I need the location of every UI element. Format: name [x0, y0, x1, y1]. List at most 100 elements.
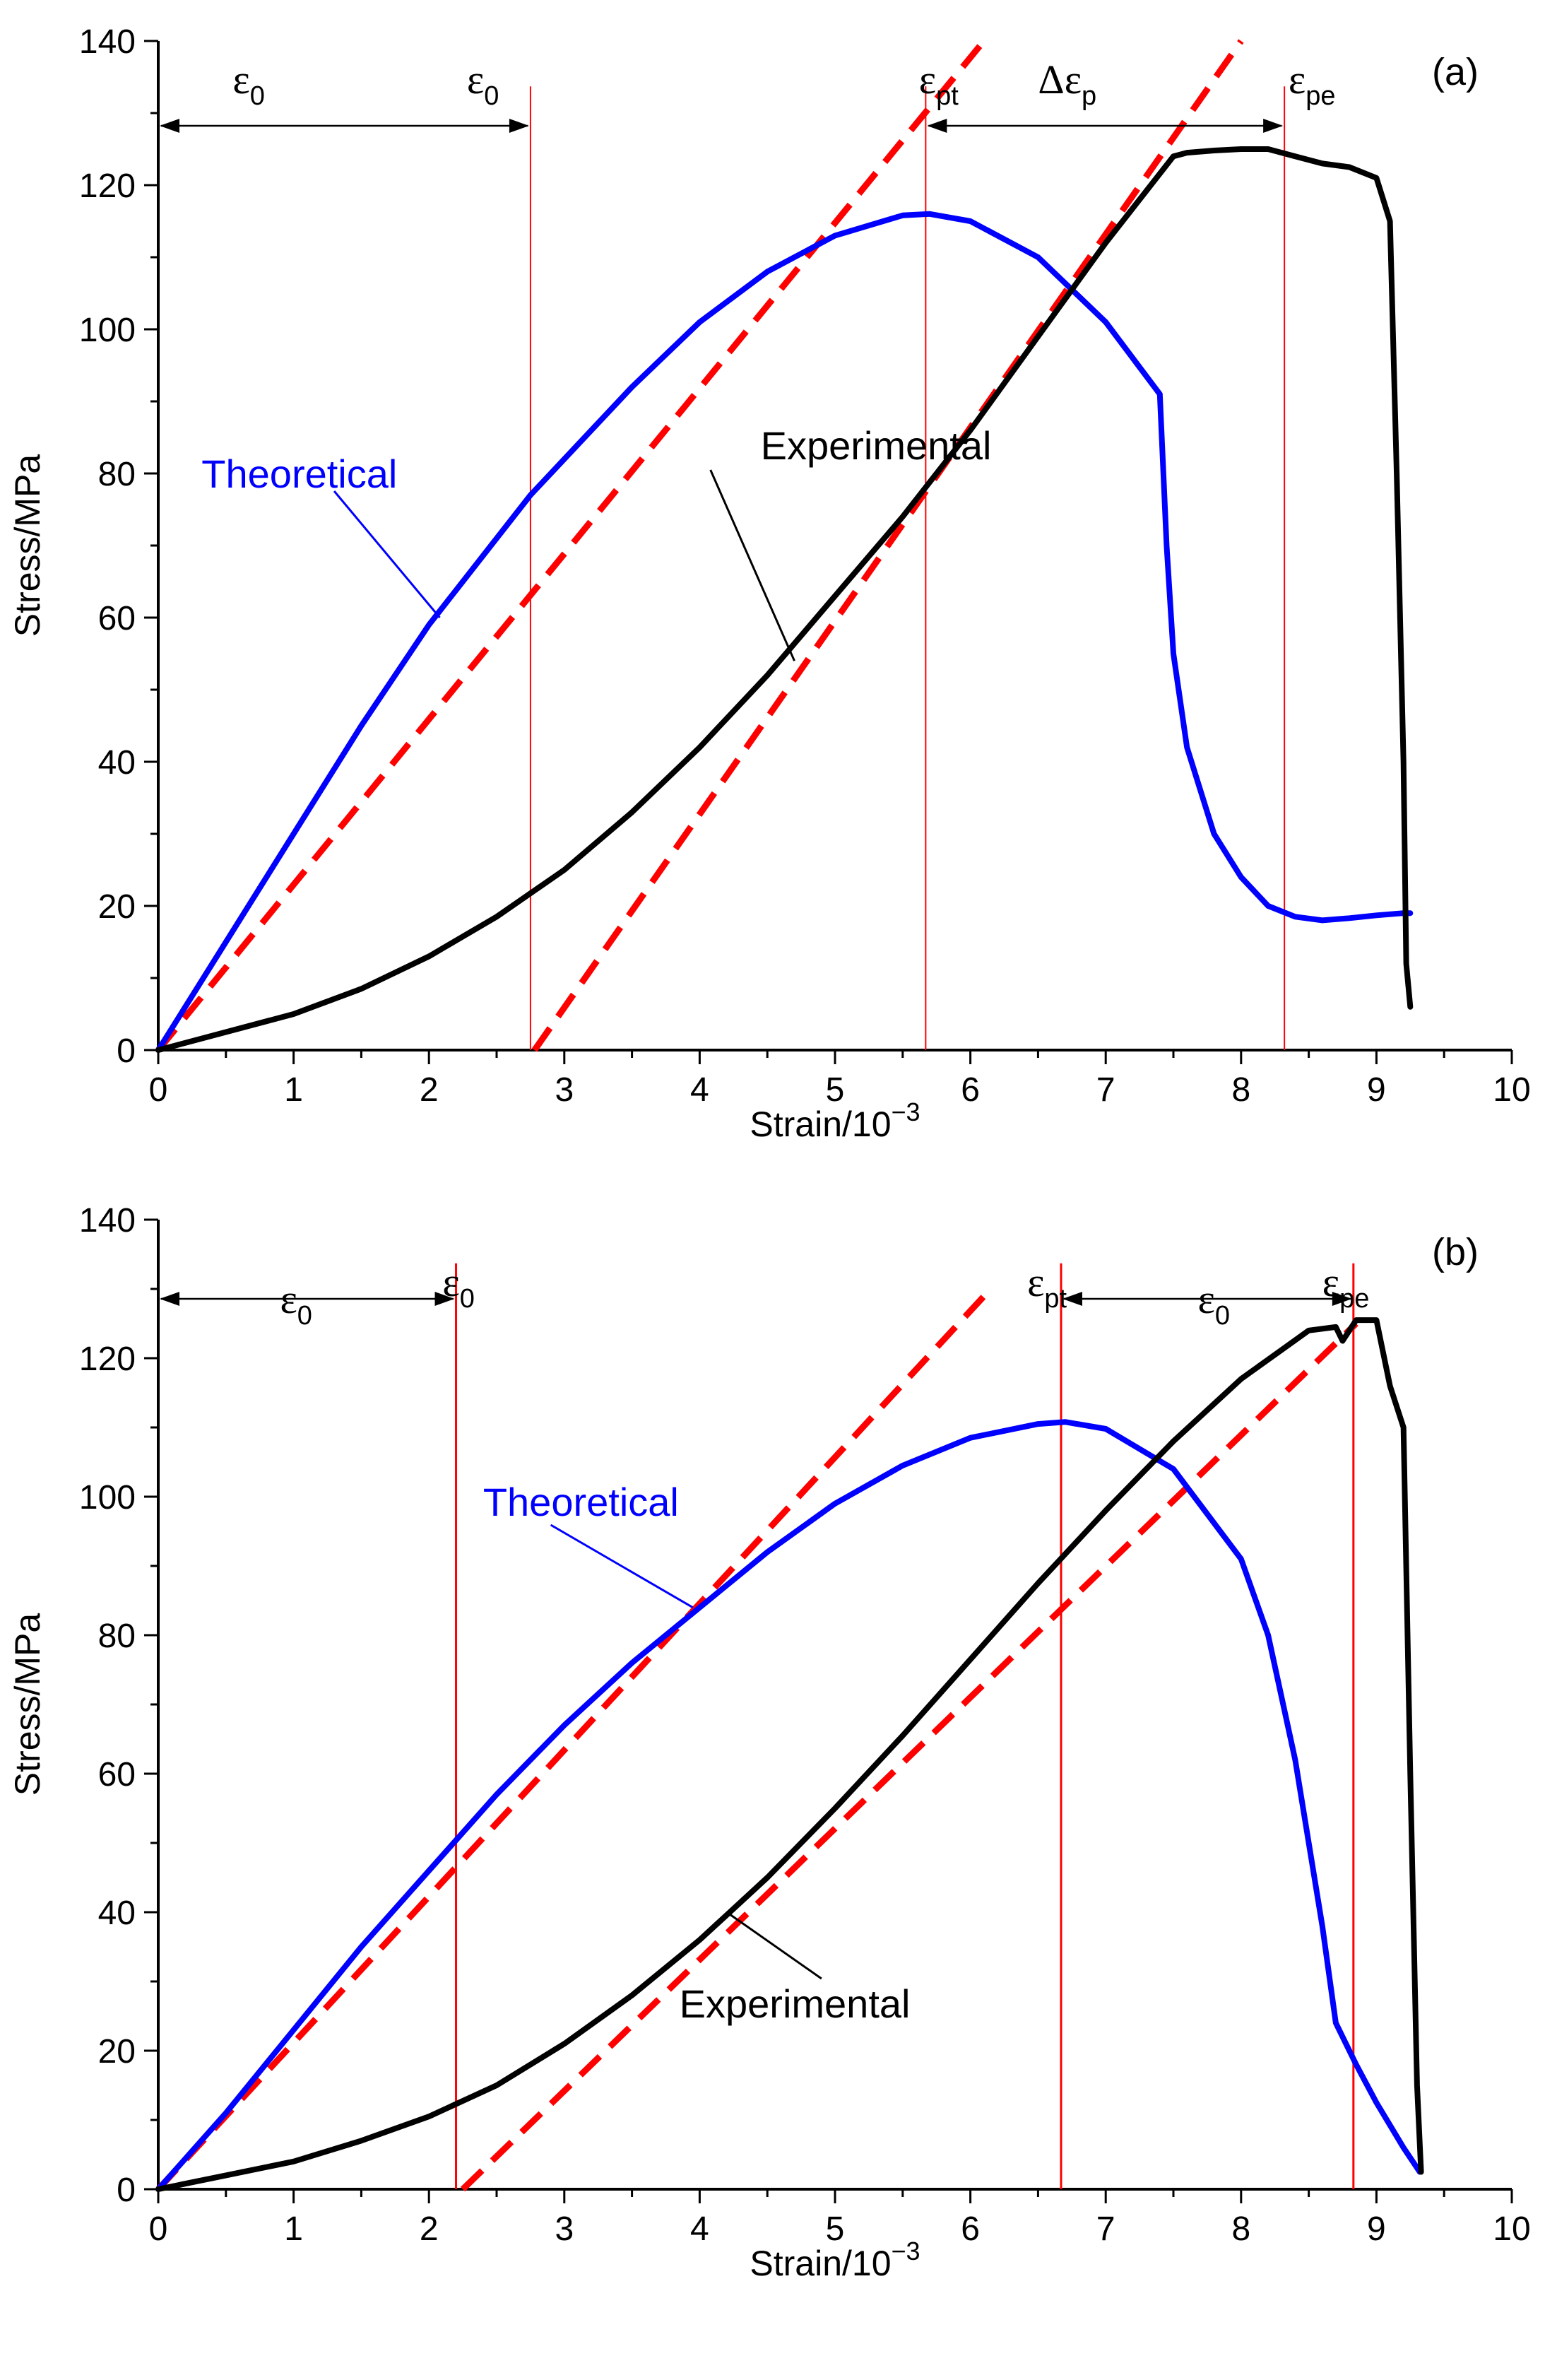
- leader-line: [726, 1911, 822, 1980]
- series-label-theoretical: Theoretical: [201, 452, 397, 496]
- strain-annotation: Δεp: [1038, 57, 1096, 111]
- leader-line: [709, 469, 795, 661]
- leader-line: [333, 490, 441, 618]
- strain-subscript: 0: [460, 1284, 475, 1314]
- x-tick-label: 8: [1231, 1071, 1250, 1109]
- strain-subscript: 0: [250, 81, 265, 111]
- x-tick-label: 7: [1096, 2210, 1115, 2248]
- x-tick-label: 7: [1096, 1071, 1115, 1109]
- panel-label: (b): [1432, 1231, 1479, 1273]
- y-tick-label: 120: [79, 1341, 136, 1378]
- x-tick-label: 3: [555, 1071, 574, 1109]
- x-tick-label: 9: [1367, 2210, 1386, 2248]
- x-tick-label: 9: [1367, 1071, 1386, 1109]
- series-label-theoretical: Theoretical: [483, 1480, 679, 1524]
- x-tick-label: 6: [961, 1071, 980, 1109]
- strain-subscript: 0: [484, 81, 499, 111]
- y-tick-label: 20: [98, 888, 136, 926]
- strain-annotation: ε0: [1197, 1276, 1230, 1331]
- experimental-curve: [155, 146, 1414, 1053]
- y-tick-label: 140: [79, 1202, 136, 1239]
- strain-subscript: 0: [297, 1301, 312, 1331]
- arrow-head-right: [1332, 1292, 1352, 1306]
- y-tick-label: 120: [79, 167, 136, 205]
- panel-label: (a): [1432, 51, 1479, 93]
- x-tick-label: 4: [690, 1071, 709, 1109]
- experimental-curve: [155, 1317, 1424, 2192]
- x-tick-label: 8: [1231, 2210, 1250, 2248]
- x-tick-label: 3: [555, 2210, 574, 2248]
- strain-symbol: ε: [1322, 1259, 1339, 1305]
- strain-annotation: ε0: [442, 1259, 475, 1314]
- tangent-line: [155, 1286, 993, 2192]
- y-tick-label: 0: [117, 2172, 136, 2209]
- strain-symbol: ε: [232, 57, 249, 102]
- y-tick-label: 100: [79, 312, 136, 349]
- theoretical-curve: [155, 1419, 1423, 2192]
- strain-annotation: ε0: [280, 1276, 312, 1331]
- x-tick-label: 0: [149, 2210, 168, 2248]
- x-tick-label: 5: [826, 1071, 845, 1109]
- strain-symbol: ε: [1289, 57, 1306, 102]
- series-label-experimental: Experimental: [761, 423, 992, 468]
- x-tick-label: 5: [826, 2210, 845, 2248]
- panel-b: 0 1 2 3 4 5 6 7 8 9 10020406080100120140Strain/10−…: [8, 1202, 1531, 2283]
- strain-symbol: ε: [442, 1259, 459, 1305]
- arrow-head-right: [509, 119, 529, 133]
- strain-subscript: 0: [1215, 1301, 1230, 1331]
- x-tick-label: 2: [420, 2210, 439, 2248]
- leader-line: [550, 1524, 694, 1609]
- x-tick-label: 6: [961, 2210, 980, 2248]
- strain-symbol: ε: [280, 1276, 297, 1322]
- tangent-line: [155, 39, 987, 1052]
- panel-a: 0 1 2 3 4 5 6 7 8 9 10020406080100120140Strain/10−…: [8, 23, 1531, 1144]
- strain-annotation: εpe: [1322, 1259, 1370, 1314]
- x-tick-label: 1: [284, 2210, 303, 2248]
- arrow-head-left: [927, 119, 947, 133]
- arrow-head-left: [160, 1292, 179, 1306]
- strain-subscript: pe: [1339, 1284, 1369, 1314]
- y-tick-label: 20: [98, 2033, 136, 2070]
- y-axis-title: Stress/MPa: [8, 1613, 47, 1796]
- x-tick-label: 10: [1493, 1071, 1530, 1109]
- y-tick-label: 40: [98, 744, 136, 782]
- strain-symbol: ε: [467, 57, 484, 102]
- strain-symbol: ε: [1027, 1259, 1044, 1305]
- arrow-head-right: [1263, 119, 1284, 133]
- x-axis-title-exponent: −3: [892, 2237, 920, 2266]
- strain-subscript: pe: [1306, 81, 1335, 111]
- y-tick-label: 140: [79, 23, 136, 61]
- tangent-line: [531, 39, 1244, 1052]
- y-axis-title: Stress/MPa: [8, 454, 47, 637]
- strain-subscript: p: [1082, 81, 1096, 111]
- x-axis-title-exponent: −3: [892, 1097, 920, 1126]
- x-tick-label: 10: [1493, 2210, 1530, 2248]
- strain-annotation: εpt: [1027, 1259, 1067, 1314]
- y-tick-label: 80: [98, 456, 136, 493]
- strain-subscript: pt: [1044, 1284, 1067, 1314]
- y-tick-label: 60: [98, 600, 136, 637]
- strain-symbol: ε: [919, 57, 936, 102]
- strain-annotation: ε0: [232, 57, 265, 111]
- tangent-line: [460, 1321, 1358, 2192]
- strain-symbol: ε: [1197, 1276, 1214, 1322]
- x-tick-label: 4: [690, 2210, 709, 2248]
- arrow-head-left: [1062, 1292, 1082, 1306]
- x-axis-title: Strain/10−3: [750, 1097, 920, 1144]
- strain-subscript: pt: [936, 81, 959, 111]
- strain-annotation: ε0: [467, 57, 499, 111]
- y-tick-label: 100: [79, 1479, 136, 1516]
- arrow-head-left: [160, 119, 179, 133]
- x-tick-label: 1: [284, 1071, 303, 1109]
- arrow-head-right: [434, 1292, 455, 1306]
- x-tick-label: 0: [149, 1071, 168, 1109]
- strain-annotation: εpt: [919, 57, 959, 111]
- y-tick-label: 60: [98, 1756, 136, 1793]
- x-tick-label: 2: [420, 1071, 439, 1109]
- series-label-experimental: Experimental: [680, 1981, 911, 2026]
- x-axis-title: Strain/10−3: [750, 2237, 920, 2283]
- strain-symbol: Δε: [1038, 57, 1082, 102]
- strain-annotation: εpe: [1289, 57, 1336, 111]
- y-tick-label: 40: [98, 1895, 136, 1932]
